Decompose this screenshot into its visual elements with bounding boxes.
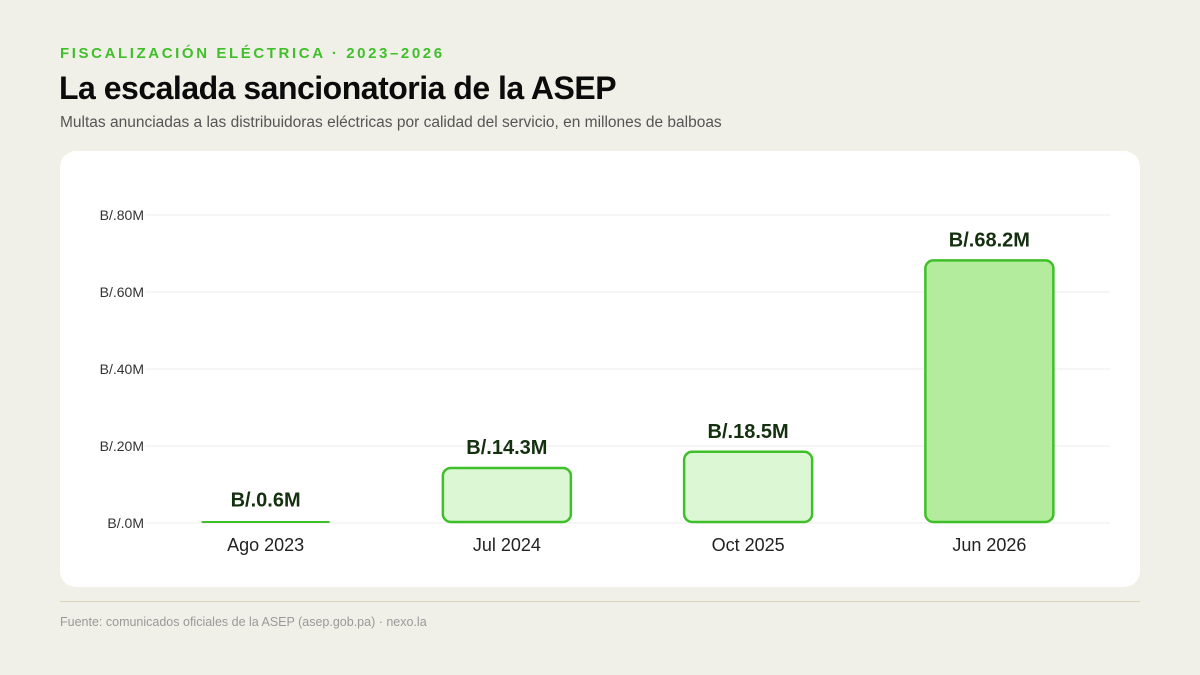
chart-title: La escalada sancionatoria de la ASEP xyxy=(59,70,617,106)
bar xyxy=(682,450,814,524)
x-tick-label: Oct 2025 xyxy=(712,535,785,555)
bar xyxy=(924,259,1055,524)
x-tick-label: Ago 2023 xyxy=(227,535,304,555)
bar-chart: B/.0M B/.20M B/.40M B/.60M B/.80M B/.0.6M Ago … xyxy=(100,207,1110,555)
y-tick-label: B/.40M xyxy=(100,361,144,377)
kicker: FISCALIZACIÓN ELÉCTRICA · 2023–2026 xyxy=(60,45,445,62)
chart-subtitle: Multas anunciadas a las distribuidoras e… xyxy=(60,114,722,131)
footer-divider xyxy=(60,601,1140,602)
x-tick-label: Jun 2026 xyxy=(952,535,1026,555)
chart-card: B/.0M B/.20M B/.40M B/.60M B/.80M B/.0.6M Ago … xyxy=(60,151,1140,587)
y-tick-label: B/.60M xyxy=(100,284,144,300)
y-tick-label: B/.80M xyxy=(100,207,144,223)
x-tick-label: Jul 2024 xyxy=(473,535,541,555)
y-tick-label: B/.20M xyxy=(100,438,144,454)
source-note: Fuente: comunicados oficiales de la ASEP… xyxy=(60,615,427,629)
bar-value-label: B/.14.3M xyxy=(466,437,547,459)
bar xyxy=(441,466,573,524)
bar-value-label: B/.68.2M xyxy=(949,229,1030,251)
bar-value-label: B/.0.6M xyxy=(231,490,301,512)
y-tick-label: B/.0M xyxy=(107,515,144,531)
bar-value-label: B/.18.5M xyxy=(708,421,789,443)
